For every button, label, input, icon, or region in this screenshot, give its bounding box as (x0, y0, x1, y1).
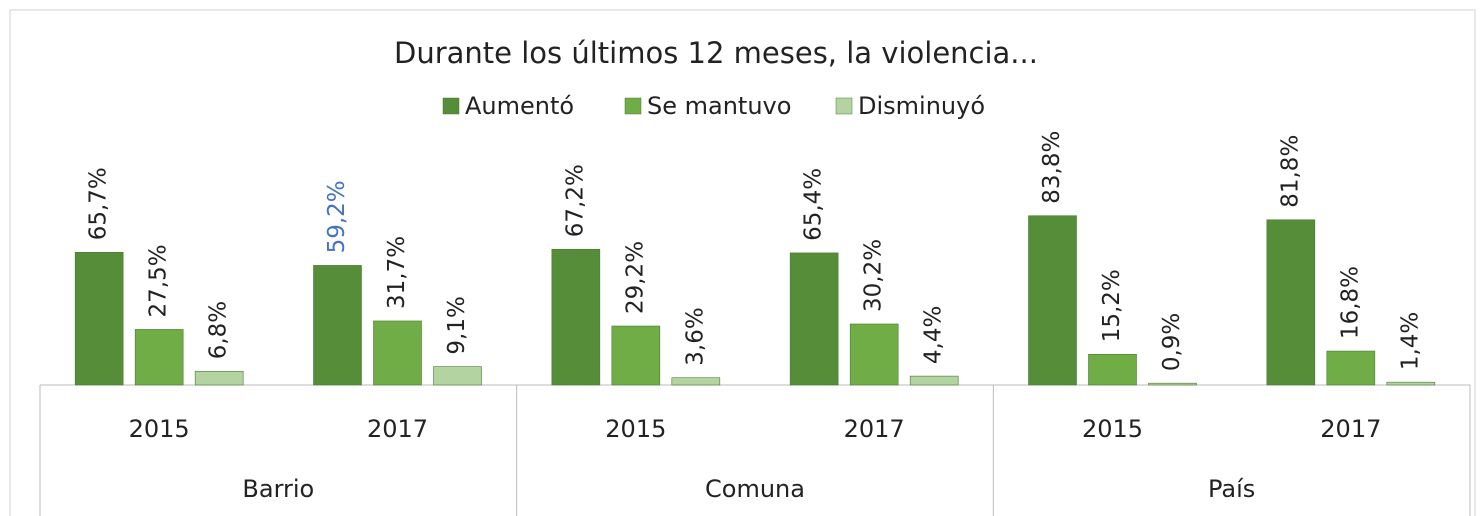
data-label: 4,4% (921, 306, 947, 364)
bar (373, 320, 422, 386)
legend-swatch (442, 97, 460, 115)
bar (194, 370, 244, 386)
data-label: 67,2% (562, 164, 588, 237)
data-label: 16,8% (1337, 266, 1363, 339)
data-label: 1,4% (1397, 312, 1423, 370)
data-label: 83,8% (1039, 131, 1065, 204)
data-label: 65,7% (86, 167, 112, 240)
legend-swatch (835, 97, 853, 115)
legend-label: Se mantuvo (647, 92, 791, 120)
bar (433, 366, 482, 386)
data-label: 0,9% (1159, 313, 1185, 371)
bar (313, 265, 362, 386)
bar (789, 252, 839, 386)
bar (1386, 381, 1436, 386)
data-label: 3,6% (682, 307, 708, 365)
data-label: 27,5% (146, 244, 172, 317)
group-label: Barrio (242, 475, 314, 503)
legend-label: Aumentó (465, 92, 574, 120)
legend-swatch (624, 97, 642, 115)
bar (1326, 350, 1376, 386)
bar (671, 377, 721, 386)
data-label: 65,4% (801, 168, 827, 241)
x-tick-label: 2017 (1320, 415, 1381, 443)
x-tick-label: 2017 (367, 415, 428, 443)
data-label: 29,2% (622, 241, 648, 314)
chart-frame (9, 9, 1476, 516)
data-label: 31,7% (384, 236, 410, 309)
data-label: 81,8% (1277, 135, 1303, 208)
group-label: Comuna (705, 475, 805, 503)
bar (1028, 215, 1077, 386)
bar (74, 251, 124, 386)
data-label: 9,1% (444, 296, 470, 354)
bar (1266, 219, 1316, 386)
x-tick-label: 2015 (129, 415, 190, 443)
bar (909, 375, 959, 386)
bar (1148, 382, 1197, 386)
data-label: 30,2% (861, 239, 887, 312)
legend-label: Disminuyó (858, 92, 985, 120)
bar (1088, 353, 1137, 386)
x-tick-label: 2015 (1082, 415, 1143, 443)
bar (551, 248, 601, 386)
chart-title: Durante los últimos 12 meses, la violenc… (394, 36, 1038, 70)
x-tick-label: 2017 (844, 415, 905, 443)
x-tick-label: 2015 (605, 415, 666, 443)
bar (611, 325, 661, 386)
group-label: País (1208, 475, 1255, 503)
data-label: 59,2% (324, 180, 350, 253)
data-label: 15,2% (1099, 269, 1125, 342)
data-label: 6,8% (206, 301, 232, 359)
bar (849, 323, 899, 386)
bar (134, 329, 184, 386)
